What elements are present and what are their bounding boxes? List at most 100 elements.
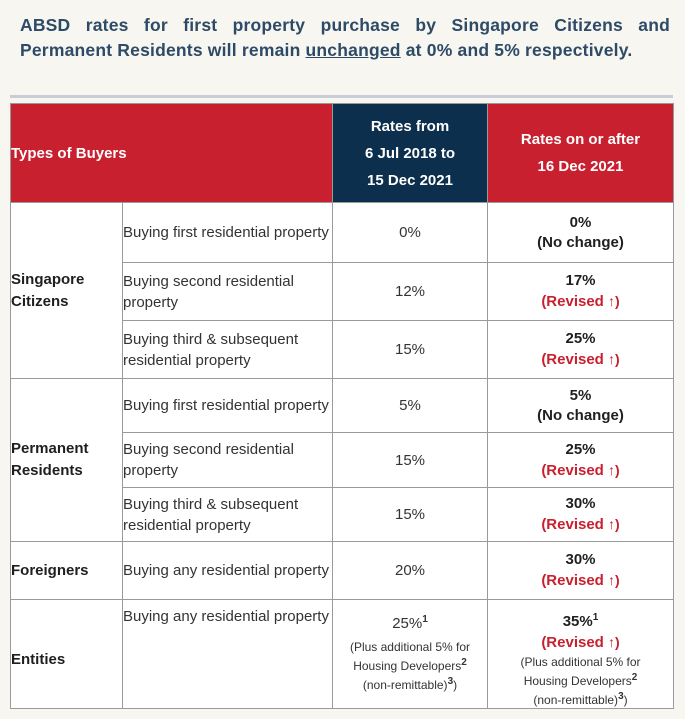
intro-underlined-word: unchanged bbox=[305, 40, 401, 60]
new-rate: 35% bbox=[562, 613, 593, 630]
table-row: Entities Buying any residential property… bbox=[10, 599, 674, 709]
group-label-line2: Citizens bbox=[11, 292, 69, 310]
new-rate: 5% bbox=[569, 386, 592, 404]
group-foreigners: Foreigners bbox=[10, 541, 123, 600]
header-from-line2: 6 Jul 2018 to bbox=[364, 144, 456, 162]
revised-badge: (Revised ↑) bbox=[488, 349, 673, 370]
status-text: (Revised bbox=[541, 572, 604, 589]
revised-badge: (Revised ↑) bbox=[488, 460, 673, 481]
revised-badge: (Revised ↑) bbox=[488, 291, 673, 312]
divider-line bbox=[10, 95, 673, 98]
revised-badge: (Revised ↑) bbox=[488, 570, 673, 591]
buyer-description: Buying any residential property bbox=[122, 541, 333, 600]
footnote-2: 2 bbox=[461, 657, 467, 668]
status-text: (No change) bbox=[537, 233, 624, 251]
group-permanent-residents: Permanent Residents bbox=[10, 378, 123, 542]
footnote-1: 1 bbox=[422, 614, 428, 625]
note-line1: (Plus additional 5% for bbox=[349, 640, 471, 654]
intro-paragraph: ABSD rates for first property purchase b… bbox=[20, 13, 670, 63]
up-arrow-icon: ↑) bbox=[608, 572, 620, 588]
new-rate: 0% bbox=[569, 213, 592, 231]
old-rate: 0% bbox=[332, 202, 488, 263]
up-arrow-icon: ↑) bbox=[608, 293, 620, 309]
up-arrow-icon: ↑) bbox=[608, 516, 620, 532]
table-row: Buying third & subsequent residential pr… bbox=[11, 487, 674, 542]
absd-rates-table: Types of Buyers Rates from 6 Jul 2018 to… bbox=[10, 103, 674, 709]
group-label-line1: Permanent bbox=[11, 440, 89, 457]
new-rate-cell: 5% (No change) bbox=[487, 378, 674, 433]
developer-note: (Plus additional 5% for Housing Develope… bbox=[333, 640, 487, 693]
table-row: Buying second residential property 15% 2… bbox=[11, 432, 674, 488]
note-line3: (non-remittable) bbox=[533, 693, 619, 707]
status-text: (Revised bbox=[541, 351, 604, 368]
header-after-line2: 16 Dec 2021 bbox=[537, 158, 624, 175]
revised-badge: (Revised ↑) bbox=[488, 632, 673, 653]
new-rate-cell: 0% (No change) bbox=[487, 202, 674, 263]
new-rate-cell: 30% (Revised ↑) bbox=[487, 541, 674, 600]
note-close: ) bbox=[623, 693, 628, 707]
header-from-line3: 15 Dec 2021 bbox=[367, 171, 453, 189]
note-line3: (non-remittable) bbox=[362, 678, 448, 692]
buyer-description: Buying first residential property bbox=[122, 378, 333, 433]
old-rate: 15% bbox=[332, 320, 488, 379]
table-row: Buying second residential property 12% 1… bbox=[11, 262, 674, 321]
table-row: Foreigners Buying any residential proper… bbox=[10, 541, 674, 600]
up-arrow-icon: ↑) bbox=[608, 634, 620, 650]
old-rate: 15% bbox=[332, 487, 488, 542]
table-row: Singapore Citizens Buying first resident… bbox=[10, 202, 674, 379]
status-text: (No change) bbox=[537, 406, 624, 424]
note-line2: Housing Developers bbox=[523, 674, 632, 688]
group-label-line1: Singapore bbox=[11, 270, 85, 288]
status-text: (Revised bbox=[541, 516, 604, 533]
status-text: (Revised bbox=[541, 461, 604, 479]
table-row: Buying third & subsequent residential pr… bbox=[11, 320, 674, 379]
status-text: (Revised bbox=[541, 634, 604, 651]
new-rate-cell: 25% (Revised ↑) bbox=[487, 320, 674, 379]
footnote-3: 3 bbox=[447, 676, 454, 687]
group-singapore-citizens: Singapore Citizens bbox=[10, 202, 123, 379]
table-header-row: Types of Buyers Rates from 6 Jul 2018 to… bbox=[10, 103, 674, 203]
new-rate: 30% bbox=[565, 551, 596, 568]
new-rate: 30% bbox=[565, 495, 596, 512]
new-rate-cell: 35%1 (Revised ↑) (Plus additional 5% for… bbox=[487, 599, 674, 709]
new-rate: 25% bbox=[565, 330, 596, 347]
header-after-line1: Rates on or after bbox=[520, 131, 641, 148]
old-rate: 25% bbox=[392, 615, 423, 632]
new-rate: 17% bbox=[565, 272, 596, 289]
developer-note: (Plus additional 5% for Housing Develope… bbox=[488, 655, 673, 708]
footnote-3: 3 bbox=[618, 691, 624, 702]
new-rate-cell: 30% (Revised ↑) bbox=[487, 487, 674, 542]
new-rate-cell: 25% (Revised ↑) bbox=[487, 432, 674, 488]
buyer-description: Buying second residential property bbox=[122, 262, 333, 321]
note-close: ) bbox=[453, 678, 458, 692]
buyer-description: Buying third & subsequent residential pr… bbox=[122, 487, 333, 542]
buyer-description: Buying second residential property bbox=[122, 432, 333, 488]
up-arrow-icon: ↑) bbox=[608, 351, 620, 367]
status-text: (Revised bbox=[541, 293, 604, 310]
note-line2: Housing Developers bbox=[353, 659, 462, 673]
table-row: Permanent Residents Buying first residen… bbox=[10, 378, 674, 542]
up-arrow-icon: ↑) bbox=[608, 461, 620, 478]
header-rates-from: Rates from 6 Jul 2018 to 15 Dec 2021 bbox=[332, 103, 488, 203]
revised-badge: (Revised ↑) bbox=[488, 514, 673, 535]
buyer-description: Buying any residential property bbox=[122, 599, 333, 709]
header-types-of-buyers: Types of Buyers bbox=[10, 103, 333, 203]
group-label-line2: Residents bbox=[11, 462, 83, 479]
intro-text-start: ABSD rates for first property purchase b… bbox=[20, 15, 670, 60]
intro-text-end: at 0% and 5% respectively. bbox=[400, 40, 633, 60]
note-line1: (Plus additional 5% for bbox=[520, 655, 641, 669]
buyer-description: Buying first residential property bbox=[122, 202, 333, 263]
header-rates-after: Rates on or after 16 Dec 2021 bbox=[487, 103, 674, 203]
buyer-description: Buying third & subsequent residential pr… bbox=[122, 320, 333, 379]
footnote-2: 2 bbox=[631, 672, 638, 683]
old-rate: 12% bbox=[332, 262, 488, 321]
new-rate-cell: 17% (Revised ↑) bbox=[487, 262, 674, 321]
footnote-1: 1 bbox=[592, 612, 599, 623]
old-rate: 20% bbox=[332, 541, 488, 600]
header-from-line1: Rates from bbox=[370, 117, 450, 135]
new-rate: 25% bbox=[565, 440, 596, 458]
group-entities: Entities bbox=[10, 599, 123, 709]
old-rate-cell: 25%1 (Plus additional 5% for Housing Dev… bbox=[332, 599, 488, 709]
old-rate: 15% bbox=[332, 432, 488, 488]
old-rate: 5% bbox=[332, 378, 488, 433]
